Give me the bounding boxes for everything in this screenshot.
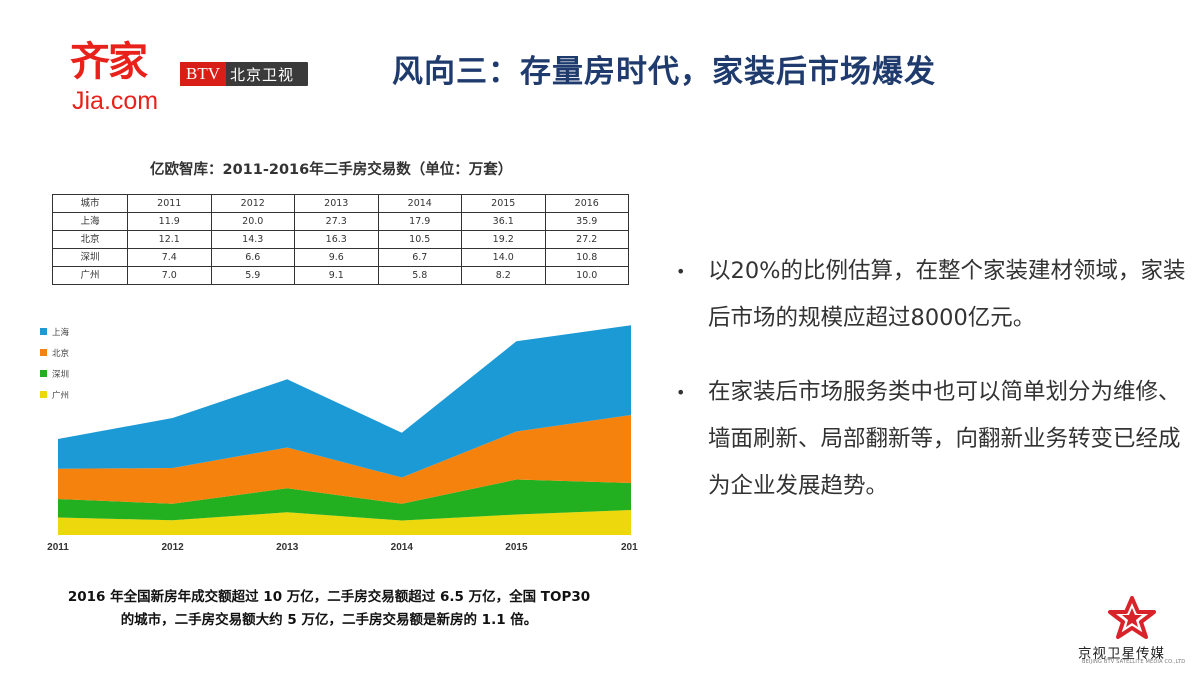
table-cell: 27.3 [294,212,379,231]
table-cell: 11.9 [127,212,212,231]
slide-title: 风向三：存量房时代，家装后市场爆发 [392,54,936,90]
x-tick-label: 2011 [47,542,69,553]
x-tick-label: 2013 [276,542,299,553]
table-row: 上海 11.9 20.0 27.3 17.9 36.1 35.9 [52,212,629,231]
legend-label: 广州 [52,390,69,401]
area-series [58,325,631,478]
table-cell: 9.6 [294,248,379,267]
table-cell: 9.1 [294,266,379,285]
table-header-cell: 城市 [52,194,128,213]
table-cell: 35.9 [544,212,629,231]
table-header-cell: 2013 [294,194,379,213]
bottom-note-line1: 2016 年全国新房年成交额超过 10 万亿，二手房交易额超过 6.5 万亿，全… [67,589,591,605]
table-cell: 6.6 [210,248,295,267]
table-header-cell: 2011 [127,194,212,213]
table-cell: 16.3 [294,230,379,249]
red-star-icon [1108,596,1156,639]
table-cell: 5.8 [377,266,462,285]
table-header-row: 城市 2011 2012 2013 2014 2015 2016 [52,194,629,213]
jia-logo-cn: 齐家 [70,39,148,85]
satellite-media-logo: 京视卫星传媒 BEIJING BTV SATELLITE MEDIA CO.,L… [1070,596,1195,666]
table-cell: 广州 [52,266,128,285]
table-cell: 5.9 [210,266,295,285]
x-tick-label: 2015 [505,542,528,553]
table-cell: 17.9 [377,212,462,231]
bullet-dot-icon: • [676,262,686,281]
bullet-item: • 以20%的比例估算，在整个家装建材领域，家装后市场的规模应超过8000亿元。 [672,248,1192,342]
table-cell: 10.0 [544,266,629,285]
table-cell: 36.1 [461,212,546,231]
table-header-cell: 2016 [544,194,629,213]
btv-logo-mark: BTV [180,62,226,86]
jia-logo-en: Jia.com [72,87,159,115]
bullet-item: • 在家装后市场服务类中也可以简单划分为维修、墙面刷新、局部翻新等，向翻新业务转… [672,369,1192,510]
trade-table: 城市 2011 2012 2013 2014 2015 2016 上海 11.9… [52,194,629,285]
table-cell: 7.4 [127,248,212,267]
legend-label: 北京 [52,348,69,359]
table-row: 深圳 7.4 6.6 9.6 6.7 14.0 10.8 [52,248,629,267]
table-row: 北京 12.1 14.3 16.3 10.5 19.2 27.2 [52,230,629,249]
legend-swatch [40,391,47,398]
btv-logo-name: 北京卫视 [230,65,295,84]
table-cell: 北京 [52,230,128,249]
jia-logo: 齐家 Jia.com [70,40,165,122]
area-series [58,415,631,504]
table-cell: 10.5 [377,230,462,249]
chart-x-ticks: 2011 2012 2013 2014 2015 201 [47,542,638,553]
satellite-media-en: BEIJING BTV SATELLITE MEDIA CO.,LTD [1082,659,1186,665]
table-cell: 14.3 [210,230,295,249]
bottom-note-line2: 的城市，二手房交易额大约 5 万亿，二手房交易额是新房的 1.1 倍。 [120,612,538,628]
table-cell: 14.0 [461,248,546,267]
table-cell: 7.0 [127,266,212,285]
table-header-cell: 2014 [377,194,462,213]
legend-label: 上海 [52,327,70,338]
area-series [58,479,631,521]
table-cell: 27.2 [544,230,629,249]
bullet-text: 在家装后市场服务类中也可以简单划分为维修、墙面刷新、局部翻新等，向翻新业务转变已… [708,379,1181,499]
legend-swatch [40,349,47,356]
legend-label: 深圳 [52,369,69,380]
x-tick-label: 2012 [161,542,184,553]
x-tick-label: 2014 [391,542,414,553]
table-cell: 6.7 [377,248,462,267]
table-cell: 8.2 [461,266,546,285]
table-header-cell: 2015 [461,194,546,213]
bullet-dot-icon: • [676,383,686,402]
chart-areas [58,325,631,535]
table-cell: 上海 [52,212,128,231]
area-series [58,510,631,535]
table-caption: 亿欧智库：2011-2016年二手房交易数（单位：万套） [150,162,513,178]
legend-swatch [40,328,47,335]
table-cell: 10.8 [544,248,629,267]
bottom-note: 2016 年全国新房年成交额超过 10 万亿，二手房交易额超过 6.5 万亿，全… [14,586,644,632]
x-tick-label: 201 [621,542,638,553]
table-cell: 深圳 [52,248,128,267]
table-cell: 20.0 [210,212,295,231]
bullet-text: 以20%的比例估算，在整个家装建材领域，家装后市场的规模应超过8000亿元。 [708,258,1186,331]
table-header-cell: 2012 [210,194,295,213]
table-cell: 19.2 [461,230,546,249]
bullet-list: • 以20%的比例估算，在整个家装建材领域，家装后市场的规模应超过8000亿元。… [672,248,1192,537]
legend-swatch [40,370,47,377]
btv-logo: BTV 北京卫视 [180,62,308,86]
table-row: 广州 7.0 5.9 9.1 5.8 8.2 10.0 [52,266,629,285]
satellite-media-name: 京视卫星传媒 [1078,646,1165,662]
table-cell: 12.1 [127,230,212,249]
